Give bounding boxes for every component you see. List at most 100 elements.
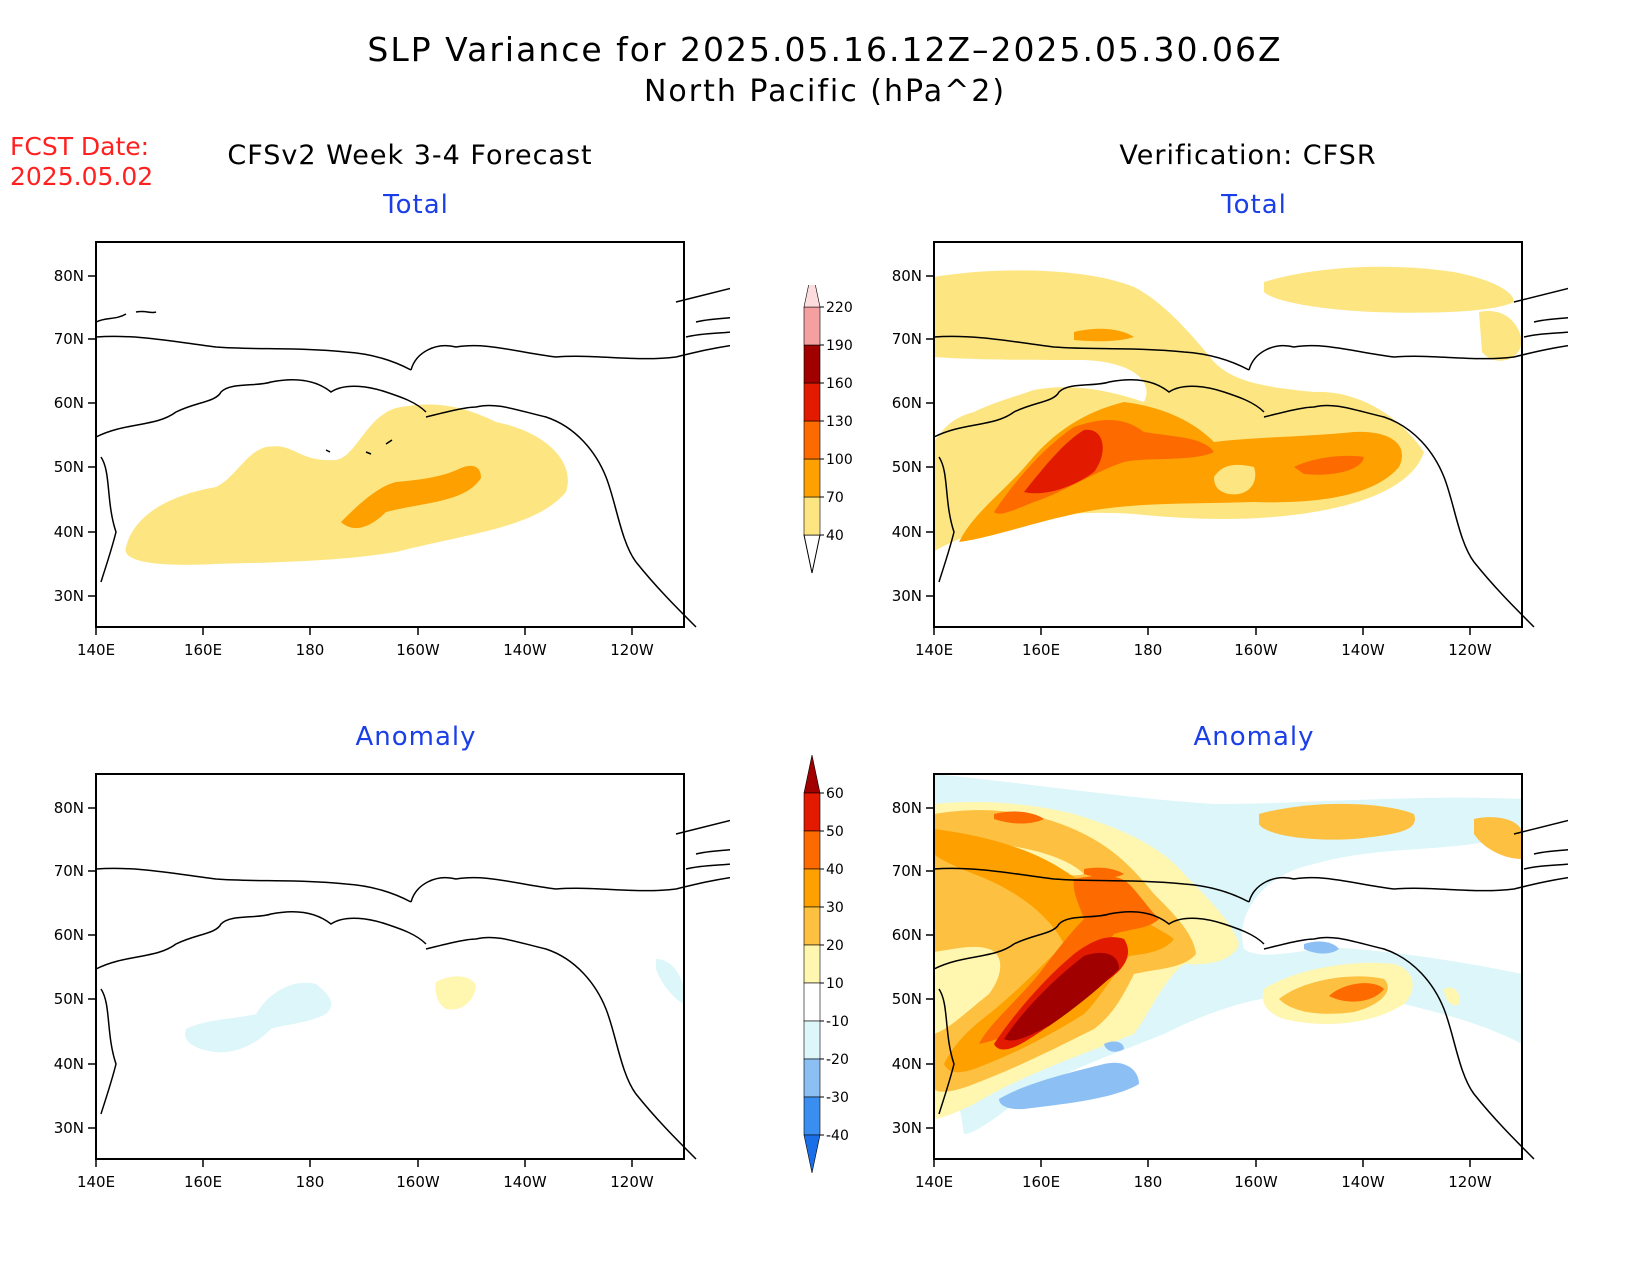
colorbar-segment xyxy=(803,830,821,870)
colorbar-segment xyxy=(803,906,821,946)
lon-label: 140W xyxy=(503,641,547,659)
lon-label: 160W xyxy=(396,641,440,659)
lon-label: 180 xyxy=(1134,1173,1163,1191)
lon-label: 140W xyxy=(503,1173,547,1191)
total-colorbar: 40 70 100 130 160 190 220 xyxy=(803,285,853,574)
colorbar-label: 130 xyxy=(826,414,853,430)
lon-label: 160W xyxy=(1234,1173,1278,1191)
shading xyxy=(934,774,1522,1159)
colorbar-label: -30 xyxy=(826,1090,849,1106)
colorbar-label: 100 xyxy=(826,452,853,468)
lat-label: 30N xyxy=(892,1119,922,1137)
lat-label: 80N xyxy=(54,799,84,817)
colorbar-segment xyxy=(803,944,821,984)
lon-label: 180 xyxy=(1134,641,1163,659)
colorbar-lower-cap xyxy=(803,534,821,574)
map-frame xyxy=(933,241,1523,628)
lon-label: 120W xyxy=(610,641,654,659)
lat-label: 50N xyxy=(54,990,84,1008)
fcst-date: FCST Date: 2025.05.02 xyxy=(10,132,153,192)
lat-label: 50N xyxy=(892,990,922,1008)
shading xyxy=(185,959,684,1053)
colorbar-lower-cap xyxy=(803,1134,821,1174)
lon-label: 160W xyxy=(1234,641,1278,659)
colorbar-label: 60 xyxy=(826,786,844,802)
map-frame xyxy=(95,241,685,628)
colorbar-segment xyxy=(803,1020,821,1060)
colorbar-label: 190 xyxy=(826,338,853,354)
lat-label: 70N xyxy=(54,330,84,348)
colorbar-label: 20 xyxy=(826,938,844,954)
lon-label: 140W xyxy=(1341,1173,1385,1191)
map-verif-anomaly: 140E 160E 180 160W 140W 120W 80N 70N 60N 50N 40N 30… xyxy=(892,773,1568,1191)
colorbar-segment xyxy=(803,1096,821,1136)
coastlines xyxy=(933,819,1568,1160)
lon-label: 180 xyxy=(296,641,325,659)
colorbar-segment xyxy=(803,792,821,832)
shading xyxy=(125,404,568,565)
colorbar-label: -40 xyxy=(826,1128,849,1144)
lat-label: 50N xyxy=(892,458,922,476)
panel-title-verif-anomaly: Anomaly xyxy=(1193,722,1315,752)
left-column-title: CFSv2 Week 3-4 Forecast xyxy=(227,140,593,171)
colorbar-label: -10 xyxy=(826,1014,849,1030)
lon-label: 160E xyxy=(184,1173,222,1191)
lat-label: 70N xyxy=(892,862,922,880)
colorbar-label: 30 xyxy=(826,900,844,916)
lat-label: 30N xyxy=(54,587,84,605)
subtitle: North Pacific (hPa^2) xyxy=(643,74,1007,109)
colorbar-segment xyxy=(803,982,821,1022)
lon-label: 120W xyxy=(610,1173,654,1191)
lat-label: 70N xyxy=(54,862,84,880)
lat-label: 60N xyxy=(892,926,922,944)
lat-label: 70N xyxy=(892,330,922,348)
lat-label: 50N xyxy=(54,458,84,476)
colorbar-label: 220 xyxy=(826,300,853,316)
lat-label: 30N xyxy=(54,1119,84,1137)
shading xyxy=(934,266,1522,552)
lat-label: 40N xyxy=(54,523,84,541)
colorbar-segment xyxy=(803,458,821,498)
colorbar-label: 70 xyxy=(826,490,844,506)
colorbar-segment xyxy=(803,382,821,422)
lat-label: 40N xyxy=(54,1055,84,1073)
colorbar-label: 40 xyxy=(826,528,844,544)
lat-label: 60N xyxy=(54,926,84,944)
fcst-date-value: 2025.05.02 xyxy=(10,162,154,191)
lon-label: 140E xyxy=(77,1173,115,1191)
colorbar-segment xyxy=(803,496,821,536)
panel-title-fcst-total: Total xyxy=(383,190,449,220)
colorbar-label: 40 xyxy=(826,862,844,878)
lat-label: 60N xyxy=(54,394,84,412)
map-fcst-total: 140E 160E 180 160W 140W 120W 80N 70N 60N 50N 40N 30… xyxy=(54,241,730,659)
colorbar-label: 50 xyxy=(826,824,844,840)
colorbar-segment xyxy=(803,868,821,908)
panel-title-verif-total: Total xyxy=(1221,190,1287,220)
colorbar-upper-cap xyxy=(803,285,821,308)
axes: 140E 160E 180 160W 140W 120W 80N 70N 60N 50N 40N 30… xyxy=(892,241,1523,659)
lon-label: 140E xyxy=(77,641,115,659)
lat-label: 80N xyxy=(892,799,922,817)
lon-label: 140W xyxy=(1341,641,1385,659)
coastlines xyxy=(933,287,1568,628)
lat-label: 40N xyxy=(892,523,922,541)
lon-label: 160E xyxy=(1022,641,1060,659)
colorbar-label: 160 xyxy=(826,376,853,392)
colorbar-label: -20 xyxy=(826,1052,849,1068)
right-column-title: Verification: CFSR xyxy=(1119,140,1377,171)
lat-label: 60N xyxy=(892,394,922,412)
map-fcst-anomaly: 140E 160E 180 160W 140W 120W 80N 70N 60N 50N 40N 30… xyxy=(54,773,730,1191)
lon-label: 160E xyxy=(184,641,222,659)
lat-label: 80N xyxy=(892,267,922,285)
colorbar-segment xyxy=(803,1058,821,1098)
lon-label: 180 xyxy=(296,1173,325,1191)
lon-label: 120W xyxy=(1448,1173,1492,1191)
coastlines xyxy=(95,819,730,1160)
lon-label: 120W xyxy=(1448,641,1492,659)
panel-title-fcst-anomaly: Anomaly xyxy=(355,722,477,752)
main-title: SLP Variance for 2025.05.16.12Z–2025.05.… xyxy=(367,30,1283,69)
axes: 140E 160E 180 160W 140W 120W 80N 70N 60N 50N 40N 30… xyxy=(892,773,1523,1191)
coastlines xyxy=(95,287,730,628)
lat-label: 80N xyxy=(54,267,84,285)
fcst-date-label: FCST Date: xyxy=(10,132,150,161)
